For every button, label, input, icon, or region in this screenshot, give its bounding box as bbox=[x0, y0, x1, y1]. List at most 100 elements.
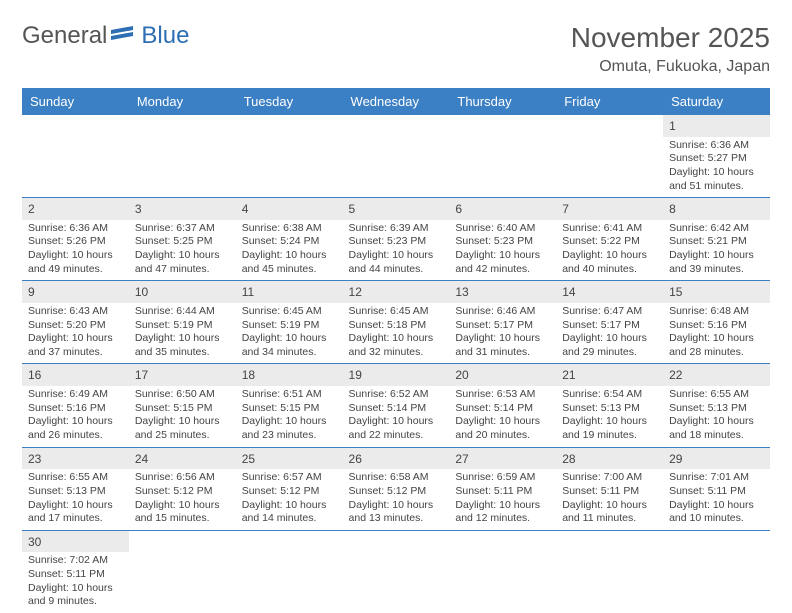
calendar-body: 1 Sunrise: 6:36 AMSunset: 5:27 PMDaylight… bbox=[22, 115, 770, 613]
calendar-day: 11 Sunrise: 6:45 AMSunset: 5:19 PMDayligh… bbox=[236, 281, 343, 364]
day-info: Sunrise: 6:40 AMSunset: 5:23 PMDaylight:… bbox=[449, 220, 556, 281]
day-info: Sunrise: 6:36 AMSunset: 5:27 PMDaylight:… bbox=[663, 137, 770, 198]
day-info: Sunrise: 7:02 AMSunset: 5:11 PMDaylight:… bbox=[22, 552, 129, 613]
day-info: Sunrise: 6:57 AMSunset: 5:12 PMDaylight:… bbox=[236, 469, 343, 530]
day-info: Sunrise: 6:38 AMSunset: 5:24 PMDaylight:… bbox=[236, 220, 343, 281]
day-number: 26 bbox=[349, 452, 444, 468]
calendar-day: 29Sunrise: 7:01 AMSunset: 5:11 PMDayligh… bbox=[663, 447, 770, 530]
day-number: 20 bbox=[455, 368, 550, 384]
calendar-day: 21 Sunrise: 6:54 AMSunset: 5:13 PMDayligh… bbox=[556, 364, 663, 447]
day-info: Sunrise: 6:58 AMSunset: 5:12 PMDaylight:… bbox=[343, 469, 450, 530]
day-number: 15 bbox=[669, 285, 764, 301]
calendar-day: 8 Sunrise: 6:42 AMSunset: 5:21 PMDaylight… bbox=[663, 198, 770, 281]
location: Omuta, Fukuoka, Japan bbox=[571, 58, 770, 76]
calendar-day: 15 Sunrise: 6:48 AMSunset: 5:16 PMDayligh… bbox=[663, 281, 770, 364]
day-number: 17 bbox=[135, 368, 230, 384]
day-number: 12 bbox=[349, 285, 444, 301]
day-number: 5 bbox=[349, 202, 444, 218]
calendar-day: 6 Sunrise: 6:40 AMSunset: 5:23 PMDaylight… bbox=[449, 198, 556, 281]
calendar-row: 30Sunrise: 7:02 AMSunset: 5:11 PMDayligh… bbox=[22, 530, 770, 613]
day-info: Sunrise: 6:51 AMSunset: 5:15 PMDaylight:… bbox=[236, 386, 343, 447]
calendar-empty bbox=[236, 530, 343, 613]
month-title: November 2025 bbox=[571, 22, 770, 54]
weekday-row: SundayMondayTuesdayWednesdayThursdayFrid… bbox=[22, 88, 770, 115]
calendar-empty bbox=[343, 115, 450, 198]
calendar-empty bbox=[449, 530, 556, 613]
weekday-header: Friday bbox=[556, 88, 663, 115]
calendar-day: 20 Sunrise: 6:53 AMSunset: 5:14 PMDayligh… bbox=[449, 364, 556, 447]
calendar-day: 14 Sunrise: 6:47 AMSunset: 5:17 PMDayligh… bbox=[556, 281, 663, 364]
logo-text-blue: Blue bbox=[141, 22, 189, 50]
logo-text-general: General bbox=[22, 22, 107, 50]
day-info: Sunrise: 6:37 AMSunset: 5:25 PMDaylight:… bbox=[129, 220, 236, 281]
logo: General Blue bbox=[22, 22, 189, 50]
calendar-empty bbox=[129, 115, 236, 198]
day-number: 7 bbox=[562, 202, 657, 218]
day-number: 3 bbox=[135, 202, 230, 218]
title-block: November 2025 Omuta, Fukuoka, Japan bbox=[571, 22, 770, 76]
day-info: Sunrise: 6:56 AMSunset: 5:12 PMDaylight:… bbox=[129, 469, 236, 530]
day-info: Sunrise: 7:00 AMSunset: 5:11 PMDaylight:… bbox=[556, 469, 663, 530]
weekday-header: Sunday bbox=[22, 88, 129, 115]
day-info: Sunrise: 6:43 AMSunset: 5:20 PMDaylight:… bbox=[22, 303, 129, 364]
calendar-day: 3 Sunrise: 6:37 AMSunset: 5:25 PMDaylight… bbox=[129, 198, 236, 281]
day-info: Sunrise: 6:47 AMSunset: 5:17 PMDaylight:… bbox=[556, 303, 663, 364]
day-number: 8 bbox=[669, 202, 764, 218]
day-info: Sunrise: 6:48 AMSunset: 5:16 PMDaylight:… bbox=[663, 303, 770, 364]
calendar-row: 23Sunrise: 6:55 AMSunset: 5:13 PMDayligh… bbox=[22, 447, 770, 530]
calendar-row: 1 Sunrise: 6:36 AMSunset: 5:27 PMDaylight… bbox=[22, 115, 770, 198]
day-info: Sunrise: 6:36 AMSunset: 5:26 PMDaylight:… bbox=[22, 220, 129, 281]
day-number: 25 bbox=[242, 452, 337, 468]
calendar-row: 2 Sunrise: 6:36 AMSunset: 5:26 PMDaylight… bbox=[22, 198, 770, 281]
day-number: 24 bbox=[135, 452, 230, 468]
calendar-day: 30Sunrise: 7:02 AMSunset: 5:11 PMDayligh… bbox=[22, 530, 129, 613]
day-number: 27 bbox=[455, 452, 550, 468]
calendar-empty bbox=[556, 530, 663, 613]
day-number: 1 bbox=[669, 119, 764, 135]
calendar-day: 25Sunrise: 6:57 AMSunset: 5:12 PMDayligh… bbox=[236, 447, 343, 530]
calendar-day: 26Sunrise: 6:58 AMSunset: 5:12 PMDayligh… bbox=[343, 447, 450, 530]
day-number: 16 bbox=[28, 368, 123, 384]
day-number: 11 bbox=[242, 285, 337, 301]
day-info: Sunrise: 6:59 AMSunset: 5:11 PMDaylight:… bbox=[449, 469, 556, 530]
day-number: 23 bbox=[28, 452, 123, 468]
day-number: 14 bbox=[562, 285, 657, 301]
day-number: 21 bbox=[562, 368, 657, 384]
day-number: 29 bbox=[669, 452, 764, 468]
day-info: Sunrise: 6:55 AMSunset: 5:13 PMDaylight:… bbox=[22, 469, 129, 530]
calendar-day: 28Sunrise: 7:00 AMSunset: 5:11 PMDayligh… bbox=[556, 447, 663, 530]
day-info: Sunrise: 6:53 AMSunset: 5:14 PMDaylight:… bbox=[449, 386, 556, 447]
calendar-empty bbox=[663, 530, 770, 613]
weekday-header: Tuesday bbox=[236, 88, 343, 115]
calendar-day: 12Sunrise: 6:45 AMSunset: 5:18 PMDayligh… bbox=[343, 281, 450, 364]
calendar-day: 2 Sunrise: 6:36 AMSunset: 5:26 PMDaylight… bbox=[22, 198, 129, 281]
calendar-day: 18 Sunrise: 6:51 AMSunset: 5:15 PMDayligh… bbox=[236, 364, 343, 447]
calendar-day: 4 Sunrise: 6:38 AMSunset: 5:24 PMDaylight… bbox=[236, 198, 343, 281]
day-number: 22 bbox=[669, 368, 764, 384]
day-number: 4 bbox=[242, 202, 337, 218]
day-info: Sunrise: 6:49 AMSunset: 5:16 PMDaylight:… bbox=[22, 386, 129, 447]
calendar-day: 24Sunrise: 6:56 AMSunset: 5:12 PMDayligh… bbox=[129, 447, 236, 530]
day-info: Sunrise: 6:44 AMSunset: 5:19 PMDaylight:… bbox=[129, 303, 236, 364]
day-info: Sunrise: 6:54 AMSunset: 5:13 PMDaylight:… bbox=[556, 386, 663, 447]
day-info: Sunrise: 6:45 AMSunset: 5:19 PMDaylight:… bbox=[236, 303, 343, 364]
calendar-day: 17Sunrise: 6:50 AMSunset: 5:15 PMDayligh… bbox=[129, 364, 236, 447]
calendar-day: 23Sunrise: 6:55 AMSunset: 5:13 PMDayligh… bbox=[22, 447, 129, 530]
calendar-day: 19Sunrise: 6:52 AMSunset: 5:14 PMDayligh… bbox=[343, 364, 450, 447]
day-number: 2 bbox=[28, 202, 123, 218]
calendar-empty bbox=[22, 115, 129, 198]
day-number: 6 bbox=[455, 202, 550, 218]
flag-icon bbox=[111, 26, 137, 46]
calendar-day: 5Sunrise: 6:39 AMSunset: 5:23 PMDaylight… bbox=[343, 198, 450, 281]
calendar-empty bbox=[343, 530, 450, 613]
header: General Blue November 2025 Omuta, Fukuok… bbox=[22, 22, 770, 76]
calendar-day: 7Sunrise: 6:41 AMSunset: 5:22 PMDaylight… bbox=[556, 198, 663, 281]
calendar-empty bbox=[129, 530, 236, 613]
calendar-day: 22Sunrise: 6:55 AMSunset: 5:13 PMDayligh… bbox=[663, 364, 770, 447]
weekday-header: Saturday bbox=[663, 88, 770, 115]
day-info: Sunrise: 6:42 AMSunset: 5:21 PMDaylight:… bbox=[663, 220, 770, 281]
weekday-header: Wednesday bbox=[343, 88, 450, 115]
day-info: Sunrise: 6:46 AMSunset: 5:17 PMDaylight:… bbox=[449, 303, 556, 364]
day-number: 18 bbox=[242, 368, 337, 384]
day-info: Sunrise: 6:52 AMSunset: 5:14 PMDaylight:… bbox=[343, 386, 450, 447]
